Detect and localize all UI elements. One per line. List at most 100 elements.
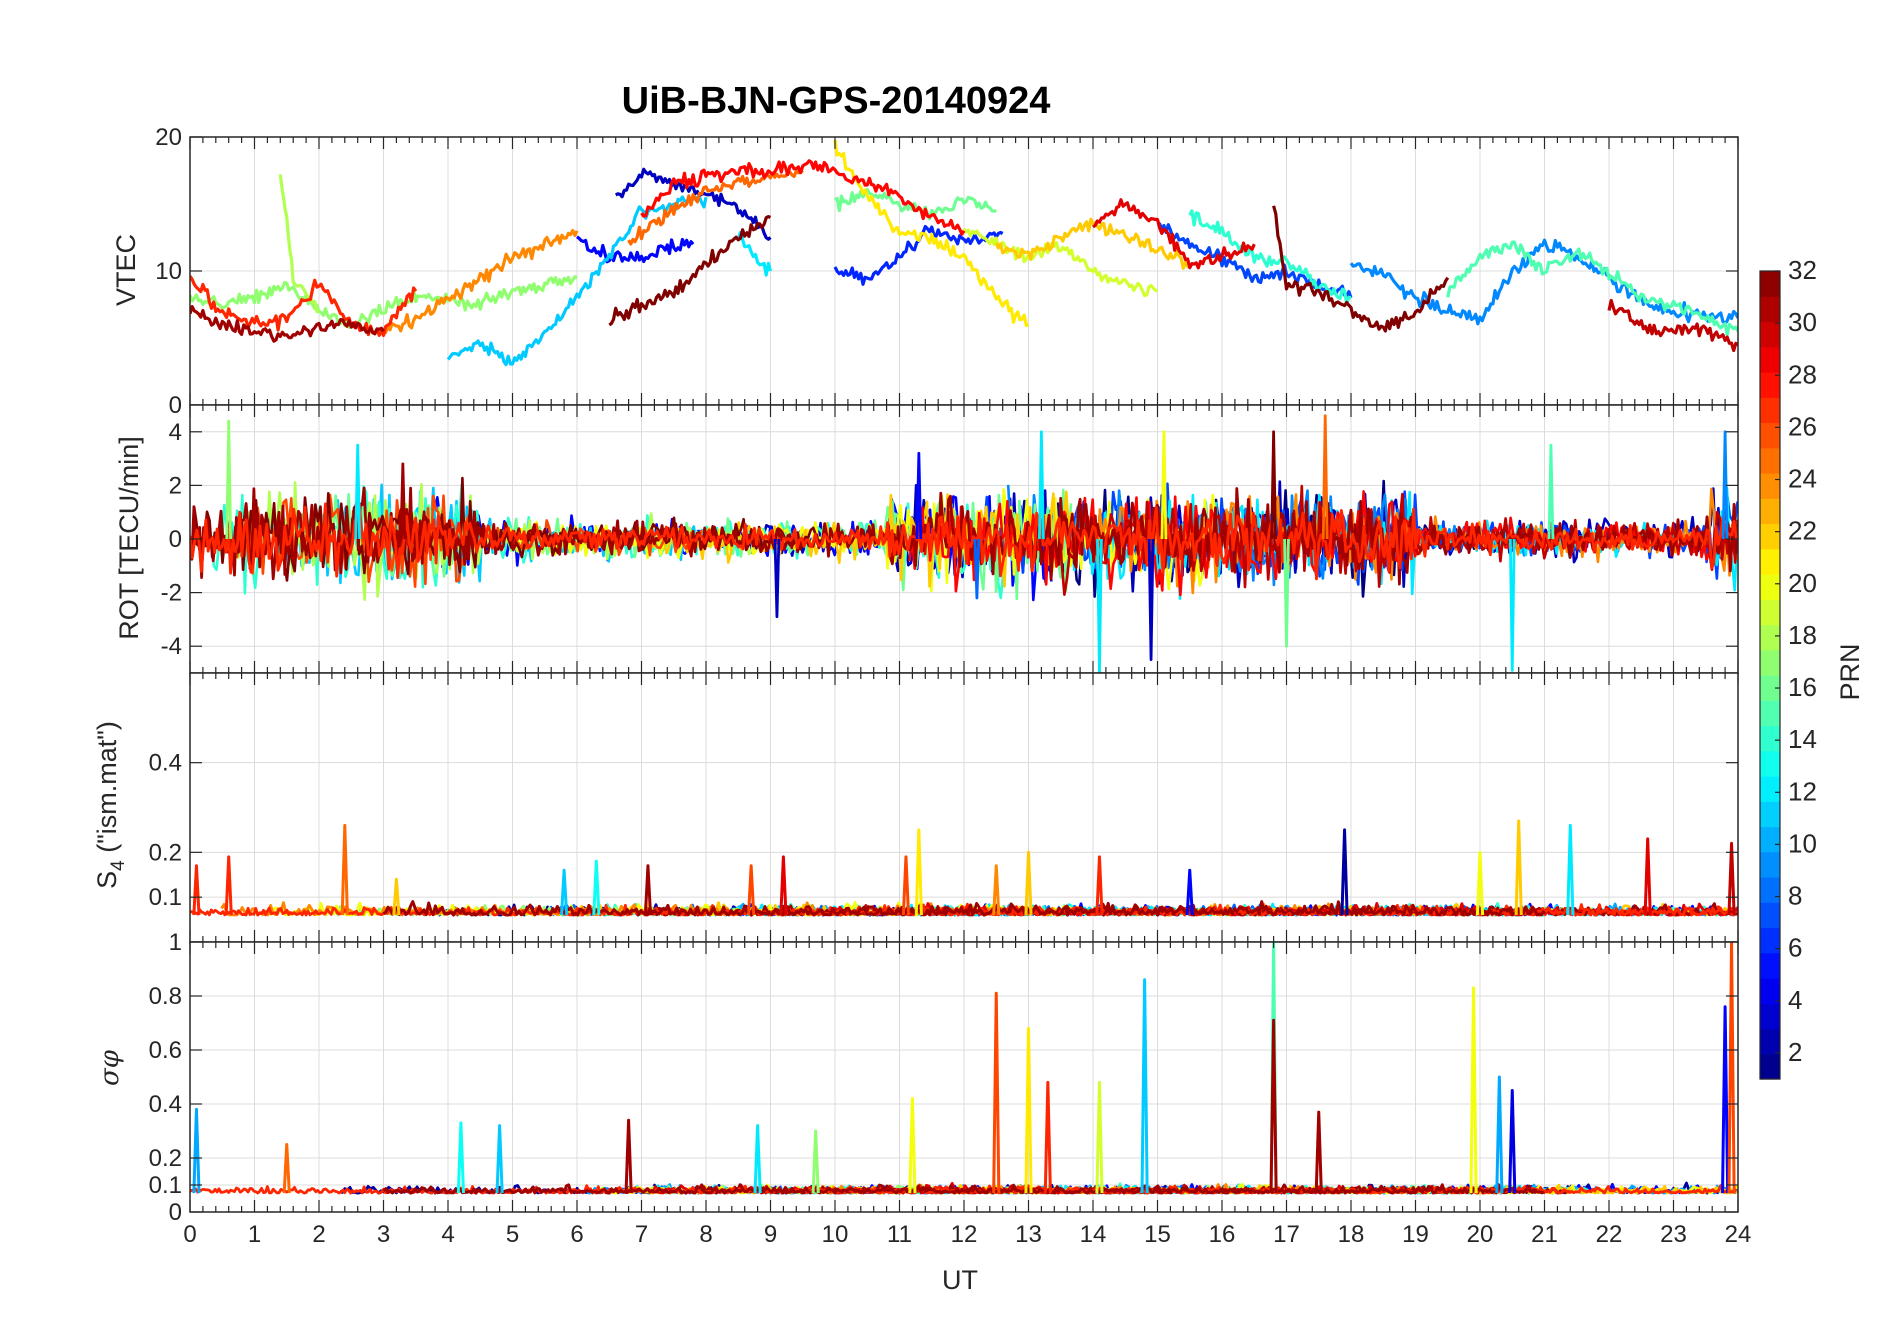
sigma-peak — [282, 1143, 291, 1194]
rot-peak — [1038, 430, 1045, 540]
colorbar-level — [1760, 447, 1780, 474]
x-tick-label: 14 — [1080, 1221, 1107, 1248]
colorbar-level — [1760, 599, 1780, 626]
grid — [190, 137, 1738, 405]
s4-peak — [1475, 850, 1485, 916]
rot-series-prn-31 — [190, 486, 1738, 586]
colorbar-level — [1760, 372, 1780, 398]
vtec-series-prn-27 — [190, 275, 418, 337]
colorbar-tick-label: 14 — [1788, 724, 1817, 754]
colorbar-tick-label: 18 — [1788, 620, 1817, 650]
rot-panel: -4 -2 0 2 4 — [161, 404, 1739, 674]
s4-peak — [1185, 868, 1194, 916]
x-axis-label: UT — [942, 1265, 978, 1295]
sigma-peak — [192, 1107, 201, 1194]
rot-peak — [1096, 538, 1103, 673]
vtec-series-prn-32 — [1272, 205, 1450, 333]
sigma-peak — [1024, 1026, 1033, 1194]
rot-peak — [354, 443, 362, 540]
colorbar-level — [1760, 1003, 1780, 1030]
sigma-peak — [1721, 1005, 1730, 1194]
colorbar-level — [1760, 523, 1780, 550]
x-tick-label: 24 — [1725, 1221, 1752, 1248]
sigma-peak — [1043, 1080, 1052, 1194]
sigma-series-prn-31 — [382, 1183, 1545, 1195]
s4-peak — [1095, 855, 1104, 916]
vtec-series-prn-3 — [614, 167, 772, 241]
x-tick-label: 20 — [1467, 1221, 1494, 1248]
rot-series-prn-27 — [190, 502, 1738, 581]
rot-ylabel: ROT [TECU/min] — [114, 436, 144, 640]
colorbar-level — [1760, 877, 1780, 903]
y-tick-label: 0.2 — [149, 839, 182, 866]
colorbar-level — [1760, 624, 1780, 651]
x-tick-label: 23 — [1660, 1221, 1687, 1248]
colorbar-tick-label: 30 — [1788, 307, 1817, 337]
data-layer — [190, 942, 1738, 1195]
colorbar-level — [1760, 1053, 1780, 1080]
rot-peak — [1160, 430, 1168, 540]
sigma-peak — [1469, 986, 1478, 1194]
colorbar-level — [1760, 801, 1780, 828]
vtec-panel: 0 10 20 — [155, 124, 1739, 419]
colorbar-tick-label: 2 — [1788, 1037, 1802, 1067]
s4-peak — [340, 823, 349, 916]
x-tick-label: 16 — [1209, 1221, 1236, 1248]
sigma-peak — [456, 1121, 465, 1194]
vtec-series-prn-11 — [446, 195, 708, 367]
rot-peak — [973, 538, 981, 600]
colorbar-tick-label: 16 — [1788, 672, 1817, 702]
x-tick-label: 9 — [764, 1221, 777, 1248]
y-tick-label: 1 — [169, 929, 182, 956]
vtec-series-prn-31 — [190, 305, 385, 343]
colorbar-level — [1760, 700, 1780, 727]
s4-peak — [779, 855, 788, 916]
data-layer — [190, 819, 1738, 917]
sigma-peak — [1269, 1018, 1278, 1194]
colorbar-level — [1760, 826, 1780, 853]
rot-peak — [225, 419, 233, 540]
x-ticks — [189, 673, 1739, 942]
vtec-series-prn-24 — [383, 228, 579, 335]
colorbar-tick-label: 22 — [1788, 516, 1817, 546]
sigma-peak — [753, 1124, 762, 1194]
rot-peak — [1147, 538, 1155, 661]
colorbar-level — [1760, 776, 1780, 802]
s4-peak — [1643, 837, 1652, 916]
colorbar-tick-label: 28 — [1788, 359, 1817, 389]
colorbar-level — [1760, 574, 1780, 600]
rot-peak — [1321, 414, 1329, 540]
vtec-series-prn-15 — [1446, 240, 1738, 337]
colorbar-level — [1760, 498, 1780, 525]
y-tick-label: 0.1 — [149, 1172, 182, 1199]
y-tick-label: 4 — [169, 419, 182, 446]
colorbar-level — [1760, 346, 1780, 373]
x-tick-label: 22 — [1596, 1221, 1623, 1248]
y-tick-label: 2 — [169, 472, 182, 499]
sigma-peak — [1314, 1110, 1323, 1194]
x-tick-label: 21 — [1531, 1221, 1558, 1248]
colorbar-level — [1760, 397, 1780, 424]
colorbar-level — [1760, 649, 1780, 676]
rot-peak — [1508, 538, 1516, 672]
sigma-peak — [495, 1124, 504, 1194]
x-tick-label: 12 — [951, 1221, 978, 1248]
colorbar-level — [1760, 321, 1780, 348]
x-tick-label: 7 — [635, 1221, 648, 1248]
y-tick-label: 20 — [155, 124, 182, 151]
s4-peak — [914, 828, 923, 916]
x-tick-labels: 0 1 2 3 4 5 6 7 8 9 10 11 12 13 14 15 16 17 18 19 20 21 22 23 24 — [183, 1221, 1751, 1248]
data-layer — [190, 139, 1738, 367]
y-tick-label: 0 — [169, 392, 182, 419]
colorbar-tick-label: 8 — [1788, 881, 1802, 911]
y-tick-label: 10 — [155, 258, 182, 285]
sigma-phi-panel: 00.10.2 0.4 0.6 0.8 1 — [149, 929, 1739, 1226]
y-tick-label: -2 — [161, 580, 182, 607]
y-tick-label: 0.6 — [149, 1037, 182, 1064]
colorbar-tick-label: 4 — [1788, 985, 1802, 1015]
x-tick-label: 4 — [441, 1221, 454, 1248]
colorbar-level — [1760, 296, 1780, 323]
rot-peak — [1721, 430, 1729, 540]
s4-peak — [901, 855, 911, 916]
